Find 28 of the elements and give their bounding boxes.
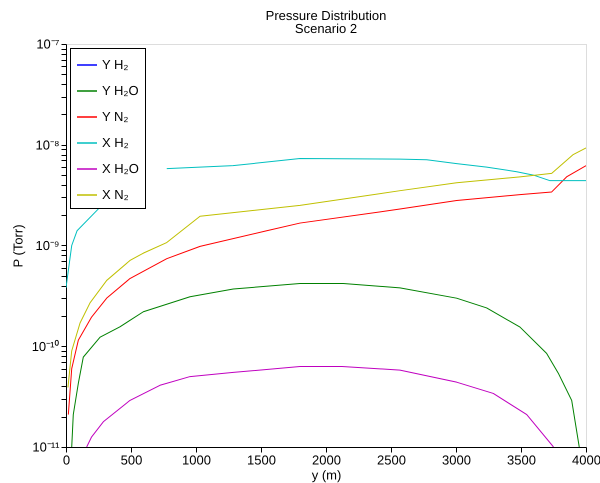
legend-label: X H₂ [102, 135, 129, 150]
legend-label: X N₂ [102, 187, 129, 202]
line-series [86, 366, 554, 447]
x-tick-label: 1000 [182, 452, 211, 468]
chart-subtitle: Scenario 2 [294, 21, 358, 36]
y-tick-label: 10⁻⁷ [36, 36, 60, 52]
line-series [68, 165, 586, 416]
legend-label: Y N₂ [102, 109, 128, 124]
y-tick-label: 10⁻¹⁰ [32, 338, 60, 354]
line-series [71, 282, 580, 447]
x-tick-label: 1500 [247, 452, 276, 468]
y-axis-title: P (Torr) [10, 224, 26, 268]
y-tick-label: 10⁻⁹ [35, 238, 60, 253]
legend-label: Y H₂O [102, 83, 139, 98]
line-series [67, 147, 586, 388]
x-tick-label: 500 [120, 452, 142, 468]
y-tick-label: 10⁻¹¹ [32, 440, 60, 454]
x-tick-label: 3500 [507, 452, 536, 468]
x-tick-label: 4000 [572, 452, 600, 468]
x-tick-label: 3000 [442, 452, 471, 468]
x-tick-label: 2500 [377, 452, 406, 468]
legend-label: Y H₂ [102, 57, 128, 72]
x-tick-label: 0 [62, 452, 70, 468]
chart-title: Pressure Distribution [266, 8, 386, 23]
x-tick-label: 2000 [312, 452, 341, 468]
legend-label: X H₂O [102, 161, 139, 176]
y-tick-label: 10⁻⁸ [36, 137, 60, 152]
x-axis-title: y (m) [312, 468, 342, 482]
